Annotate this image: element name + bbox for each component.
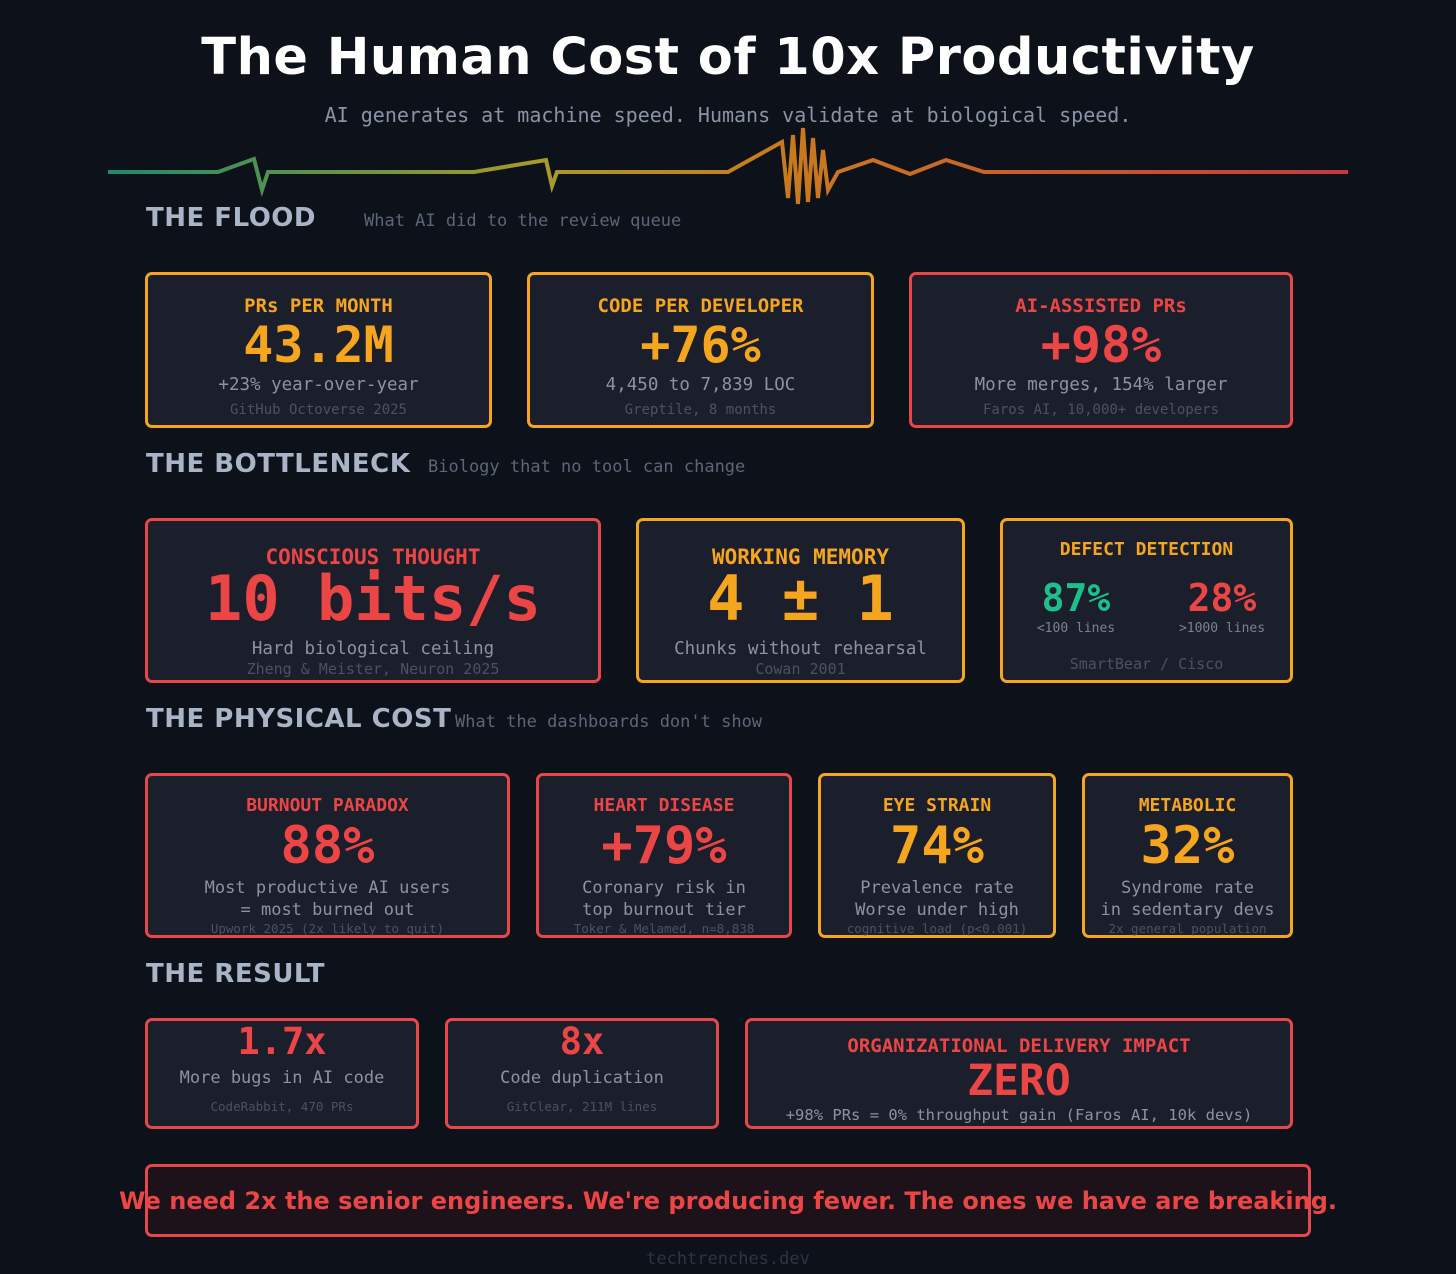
card-label: AI-ASSISTED PRs: [1015, 295, 1187, 317]
card-desc: Chunks without rehearsal: [674, 639, 927, 659]
card-value-large-pr: 28%: [1187, 576, 1257, 620]
section-subtitle-bottleneck: Biology that no tool can change: [428, 457, 746, 477]
card-desc: in sedentary devs: [1100, 900, 1275, 920]
stat-card-more-bugs: 1.7x More bugs in AI code CodeRabbit, 47…: [145, 1018, 419, 1129]
card-value: 8x: [559, 1020, 605, 1063]
card-desc: +23% year-over-year: [218, 375, 419, 395]
card-label: PRs PER MONTH: [244, 295, 393, 317]
conclusion-text: We need 2x the senior engineers. We're p…: [119, 1187, 1337, 1215]
card-label: EYE STRAIN: [882, 795, 992, 816]
card-source: Greptile, 8 months: [624, 402, 777, 418]
stat-card-ai-assisted-prs: AI-ASSISTED PRs +98% More merges, 154% l…: [909, 272, 1293, 428]
card-source: CodeRabbit, 470 PRs: [210, 1099, 354, 1114]
card-source: Zheng & Meister, Neuron 2025: [246, 660, 500, 678]
section-title-result: THE RESULT: [146, 959, 325, 989]
card-label: WORKING MEMORY: [711, 545, 889, 569]
card-source: Cowan 2001: [755, 660, 846, 678]
stat-card-prs-per-month: PRs PER MONTH 43.2M +23% year-over-year …: [145, 272, 492, 428]
card-source: 2x general population: [1108, 921, 1267, 936]
card-value: 74%: [890, 816, 984, 876]
card-label: CONSCIOUS THOUGHT: [265, 545, 481, 569]
stat-card-heart-disease: HEART DISEASE +79% Coronary risk in top …: [536, 773, 792, 938]
stat-card-working-memory: WORKING MEMORY 4 ± 1 Chunks without rehe…: [636, 518, 965, 683]
stat-card-delivery-impact: ORGANIZATIONAL DELIVERY IMPACT ZERO +98%…: [745, 1018, 1293, 1129]
card-value: +76%: [640, 316, 761, 374]
card-desc: Prevalence rate: [860, 878, 1014, 898]
card-desc: 4,450 to 7,839 LOC: [605, 375, 796, 395]
stat-card-metabolic: METABOLIC 32% Syndrome rate in sedentary…: [1082, 773, 1293, 938]
section-title-physical-cost: THE PHYSICAL COST: [146, 704, 452, 734]
card-label: METABOLIC: [1138, 795, 1237, 816]
footer-site: techtrenches.dev: [646, 1249, 810, 1269]
card-desc: = most burned out: [240, 900, 415, 920]
card-note-large-pr: >1000 lines: [1178, 621, 1266, 636]
card-value: 32%: [1140, 816, 1235, 876]
card-desc: More bugs in AI code: [179, 1068, 385, 1088]
card-value: 1.7x: [237, 1020, 327, 1063]
heartbeat-line-icon: [108, 127, 1348, 205]
section-title-bottleneck: THE BOTTLENECK: [146, 449, 411, 479]
card-source: Toker & Melamed, n=8,838: [573, 921, 755, 936]
stat-card-eye-strain: EYE STRAIN 74% Prevalence rate Worse und…: [818, 773, 1056, 938]
card-source: Faros AI, 10,000+ developers: [982, 402, 1219, 418]
card-value-small-pr: 87%: [1041, 576, 1111, 620]
card-value: 10 bits/s: [205, 562, 541, 635]
card-label: BURNOUT PARADOX: [246, 795, 409, 816]
card-value: +79%: [601, 816, 727, 876]
card-desc: Coronary risk in: [582, 878, 746, 898]
section-title-flood: THE FLOOD: [146, 203, 316, 233]
card-desc: Worse under high: [855, 900, 1019, 920]
card-value: ZERO: [967, 1056, 1071, 1106]
stat-card-code-duplication: 8x Code duplication GitClear, 211M lines: [445, 1018, 719, 1129]
card-label: CODE PER DEVELOPER: [597, 295, 804, 317]
card-desc: Code duplication: [500, 1068, 664, 1088]
card-desc: Most productive AI users: [204, 878, 451, 898]
stat-card-conscious-thought: CONSCIOUS THOUGHT 10 bits/s Hard biologi…: [145, 518, 601, 683]
stat-card-burnout-paradox: BURNOUT PARADOX 88% Most productive AI u…: [145, 773, 510, 938]
card-value: 4 ± 1: [707, 562, 894, 635]
card-source: Upwork 2025 (2x likely to quit): [210, 921, 445, 936]
card-source: GitHub Octoverse 2025: [229, 402, 407, 418]
card-desc: top burnout tier: [582, 900, 746, 920]
card-desc: Syndrome rate: [1120, 878, 1255, 898]
card-desc: +98% PRs = 0% throughput gain (Faros AI,…: [785, 1106, 1253, 1124]
card-note-small-pr: <100 lines: [1036, 621, 1116, 636]
stat-card-code-per-developer: CODE PER DEVELOPER +76% 4,450 to 7,839 L…: [527, 272, 874, 428]
section-subtitle-flood: What AI did to the review queue: [364, 211, 682, 231]
stat-card-defect-detection: DEFECT DETECTION 87% <100 lines 28% >100…: [1000, 518, 1293, 683]
card-source: GitClear, 211M lines: [506, 1099, 658, 1114]
card-value: 43.2M: [243, 316, 394, 374]
card-value: 88%: [280, 816, 375, 876]
card-source: SmartBear / Cisco: [1069, 655, 1224, 673]
card-desc: More merges, 154% larger: [974, 375, 1228, 395]
page-title: The Human Cost of 10x Productivity: [201, 28, 1255, 87]
conclusion-banner: [145, 1164, 1311, 1237]
card-label: HEART DISEASE: [593, 795, 735, 816]
card-value: +98%: [1040, 316, 1162, 374]
card-source: cognitive load (p<0.001): [846, 921, 1028, 936]
section-subtitle-physical-cost: What the dashboards don't show: [455, 712, 763, 732]
card-desc: Hard biological ceiling: [251, 639, 495, 659]
card-label: DEFECT DETECTION: [1059, 539, 1234, 560]
page-subtitle: AI generates at machine speed. Humans va…: [324, 103, 1132, 127]
card-label: ORGANIZATIONAL DELIVERY IMPACT: [847, 1035, 1191, 1057]
